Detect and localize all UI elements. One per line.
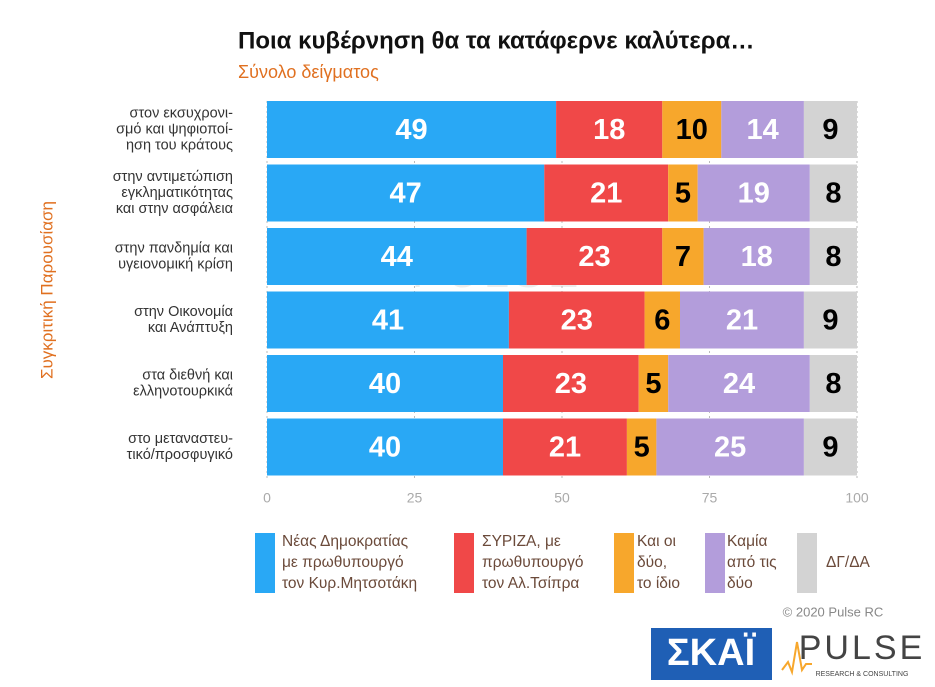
data-label: 41: [372, 305, 404, 337]
bar-segment: [503, 418, 627, 476]
bar-segment: [803, 101, 857, 158]
category-label: στην πανδημία και υγειονομική κρίση: [115, 240, 233, 272]
bar-segment: [721, 101, 804, 158]
bar-segment: [680, 291, 804, 349]
x-tick-label: 25: [407, 490, 423, 506]
data-label: 5: [634, 432, 650, 464]
data-label: 23: [578, 241, 610, 273]
bar-segment: [668, 355, 810, 412]
bar-segment: [267, 291, 509, 349]
category-label: στην αντιμετώπιση εγκληματικότητας και στη…: [113, 169, 233, 217]
data-label: 23: [561, 305, 593, 337]
bar-segment: [656, 418, 804, 476]
data-label: 8: [825, 241, 841, 273]
skai-logo-box: [651, 628, 772, 680]
data-label: 7: [675, 241, 691, 273]
data-label: 21: [726, 305, 758, 337]
legend-swatch: [797, 533, 817, 593]
data-label: 47: [390, 178, 422, 210]
chart-title: Ποια κυβέρνηση θα τα κατάφερνε καλύτερα…: [238, 27, 754, 54]
data-label: 23: [555, 368, 587, 400]
data-label: 44: [381, 241, 413, 273]
bar-segment: [809, 355, 857, 412]
category-label: στο μεταναστευ-τικό/προσφυγικό: [127, 431, 233, 463]
pulse-tagline: RESEARCH & CONSULTING: [816, 671, 909, 678]
category-label: στον εκσυχρονι-σμό και ψηφιοποί-ηση του …: [116, 105, 233, 153]
bar-segment: [809, 164, 857, 222]
bar-segment: [267, 164, 545, 222]
legend-label: Καμία από τις δύο: [727, 533, 777, 592]
bar-segment: [662, 228, 704, 285]
legend-swatch: [705, 533, 725, 593]
data-label: 24: [723, 368, 755, 400]
data-label: 18: [741, 241, 773, 273]
legend-swatch: [614, 533, 634, 593]
bar-segment: [697, 164, 810, 222]
bar-segment: [544, 164, 669, 222]
legend-label: Και οι δύο, το ίδιο: [637, 533, 680, 592]
bar-segment: [267, 101, 557, 158]
x-tick-label: 100: [845, 490, 869, 506]
bar-segment: [644, 291, 680, 349]
legend-label: ΔΓ/ΔΑ: [826, 554, 871, 571]
chart-subtitle: Σύνολο δείγματος: [238, 62, 379, 82]
bar-segment: [508, 291, 645, 349]
legend-label: ΣΥΡΙΖΑ, με πρωθυπουργό τον Αλ.Τσίπρα: [482, 533, 583, 592]
bar-segment: [803, 291, 857, 349]
bar-segment: [703, 228, 810, 285]
category-label: στα διεθνή και ελληνοτουρκικά: [133, 367, 233, 399]
data-label: 9: [822, 305, 838, 337]
legend-swatch: [255, 533, 275, 593]
data-label: 40: [369, 368, 401, 400]
data-label: 19: [738, 178, 770, 210]
data-label: 21: [549, 432, 581, 464]
bar-segment: [267, 228, 527, 285]
data-label: 5: [675, 178, 691, 210]
bar-segment: [556, 101, 663, 158]
legend-label: Νέας Δημοκρατίας με πρωθυπουργό τον Κυρ.Μη…: [282, 533, 417, 592]
skai-logo: ΣΚΑΪ: [667, 631, 757, 674]
data-label: 25: [714, 432, 746, 464]
x-tick-label: 50: [554, 490, 570, 506]
data-label: 21: [590, 178, 622, 210]
copyright: © 2020 Pulse RC: [783, 604, 884, 619]
y-axis-label: Συγκριτική Παρουσίαση: [37, 201, 56, 379]
legend-swatch: [454, 533, 474, 593]
data-label: 9: [822, 432, 838, 464]
category-label: στην Οικονομία και Ανάπτυξη: [134, 304, 233, 336]
data-label: 10: [676, 114, 708, 146]
data-label: 40: [369, 432, 401, 464]
data-label: 49: [395, 114, 427, 146]
bar-segment: [809, 228, 857, 285]
pulse-logo: PULSE: [799, 629, 926, 667]
bar-segment: [267, 418, 503, 476]
data-label: 5: [645, 368, 661, 400]
bar-segment: [267, 355, 503, 412]
bar-segment: [803, 418, 857, 476]
bar-segment: [638, 355, 669, 412]
bar-segment: [668, 164, 698, 222]
bar-segment: [526, 228, 663, 285]
pulse-icon: [781, 641, 812, 676]
x-tick-label: 75: [702, 490, 718, 506]
bar-segment: [503, 355, 639, 412]
data-label: 18: [593, 114, 625, 146]
data-label: 8: [825, 178, 841, 210]
bar-segment: [626, 418, 657, 476]
data-label: 9: [822, 114, 838, 146]
data-label: 14: [746, 114, 778, 146]
data-label: 8: [825, 368, 841, 400]
x-tick-label: 0: [263, 490, 271, 506]
data-label: 6: [654, 305, 670, 337]
bar-segment: [662, 101, 722, 158]
